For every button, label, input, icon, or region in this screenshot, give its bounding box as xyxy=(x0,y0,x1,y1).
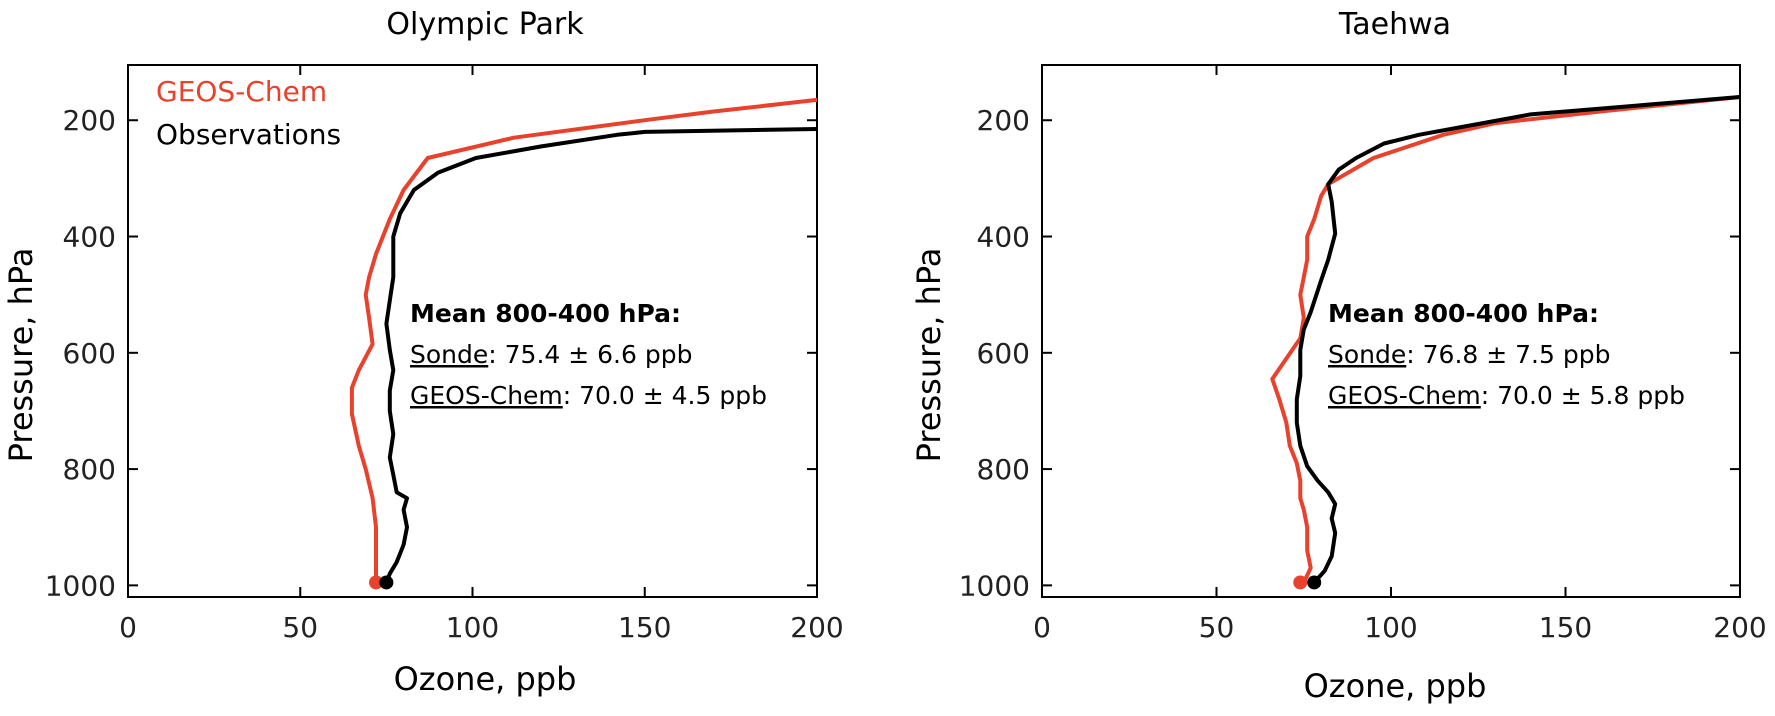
x-tick-label: 200 xyxy=(1713,611,1766,644)
chart-title: Olympic Park xyxy=(386,7,584,42)
y-tick-label: 400 xyxy=(977,221,1030,254)
x-tick-label: 150 xyxy=(618,611,671,644)
y-axis-label: Pressure, hPa xyxy=(2,248,40,463)
surface-marker-geos-chem xyxy=(369,575,384,590)
legend-entry: GEOS-Chem xyxy=(156,75,327,108)
chart-title: Taehwa xyxy=(1338,7,1451,42)
annotation-sonde-label: Sonde xyxy=(1328,340,1406,369)
x-axis-label: Ozone, ppb xyxy=(1304,667,1487,705)
surface-marker-observations xyxy=(1307,575,1322,590)
x-tick-label: 50 xyxy=(282,611,318,644)
annotation-sonde-value: : 76.8 ± 7.5 ppb xyxy=(1406,340,1610,369)
annotation-sonde: Sonde: 76.8 ± 7.5 ppb xyxy=(1328,340,1610,369)
x-tick-label: 50 xyxy=(1199,611,1235,644)
y-tick-label: 1000 xyxy=(959,569,1030,602)
y-tick-label: 200 xyxy=(63,104,116,137)
y-tick-label: 600 xyxy=(977,337,1030,370)
series-line-geos-chem xyxy=(349,97,817,585)
chart-panel-2: Taehwa 0 50 100 150 200 200 400 600 800 1000 Ozone,… xyxy=(910,7,1767,705)
annotation-model-label: GEOS-Chem xyxy=(410,381,563,410)
annotation-sonde-label: Sonde xyxy=(410,340,488,369)
y-tick-label: 200 xyxy=(977,104,1030,137)
x-axis-label: Ozone, ppb xyxy=(394,660,577,698)
annotation-sonde-value: : 75.4 ± 6.6 ppb xyxy=(488,340,692,369)
y-tick-label: 800 xyxy=(63,453,116,486)
annotation-model-label: GEOS-Chem xyxy=(1328,381,1481,410)
y-tick-label: 600 xyxy=(63,337,116,370)
x-tick-label: 150 xyxy=(1539,611,1592,644)
y-tick-label: 1000 xyxy=(45,569,116,602)
annotation-model-value: : 70.0 ± 4.5 ppb xyxy=(563,381,767,410)
x-tick-label: 100 xyxy=(446,611,499,644)
annotation-model: GEOS-Chem: 70.0 ± 5.8 ppb xyxy=(1328,381,1685,410)
annotation-sonde: Sonde: 75.4 ± 6.6 ppb xyxy=(410,340,692,369)
y-tick-label: 800 xyxy=(977,453,1030,486)
annotation-heading: Mean 800-400 hPa: xyxy=(410,299,681,328)
y-tick-label: 400 xyxy=(63,221,116,254)
plot-frame xyxy=(1041,64,1741,598)
surface-marker-observations xyxy=(379,575,394,590)
x-tick-label: 0 xyxy=(119,611,137,644)
y-axis-label: Pressure, hPa xyxy=(910,248,948,463)
x-tick-label: 100 xyxy=(1364,611,1417,644)
x-tick-label: 200 xyxy=(790,611,843,644)
legend-entry: Observations xyxy=(156,118,341,151)
annotation-model: GEOS-Chem: 70.0 ± 4.5 ppb xyxy=(410,381,767,410)
chart-panel-1: Olympic Park 0 50 100 150 200 200 400 600 800 1000… xyxy=(2,7,844,698)
series-line-observations xyxy=(1294,95,1740,585)
annotation-model-value: : 70.0 ± 5.8 ppb xyxy=(1481,381,1685,410)
surface-marker-geos-chem xyxy=(1293,575,1308,590)
annotation-heading: Mean 800-400 hPa: xyxy=(1328,299,1599,328)
x-tick-label: 0 xyxy=(1033,611,1051,644)
series-line-observations xyxy=(384,127,817,585)
